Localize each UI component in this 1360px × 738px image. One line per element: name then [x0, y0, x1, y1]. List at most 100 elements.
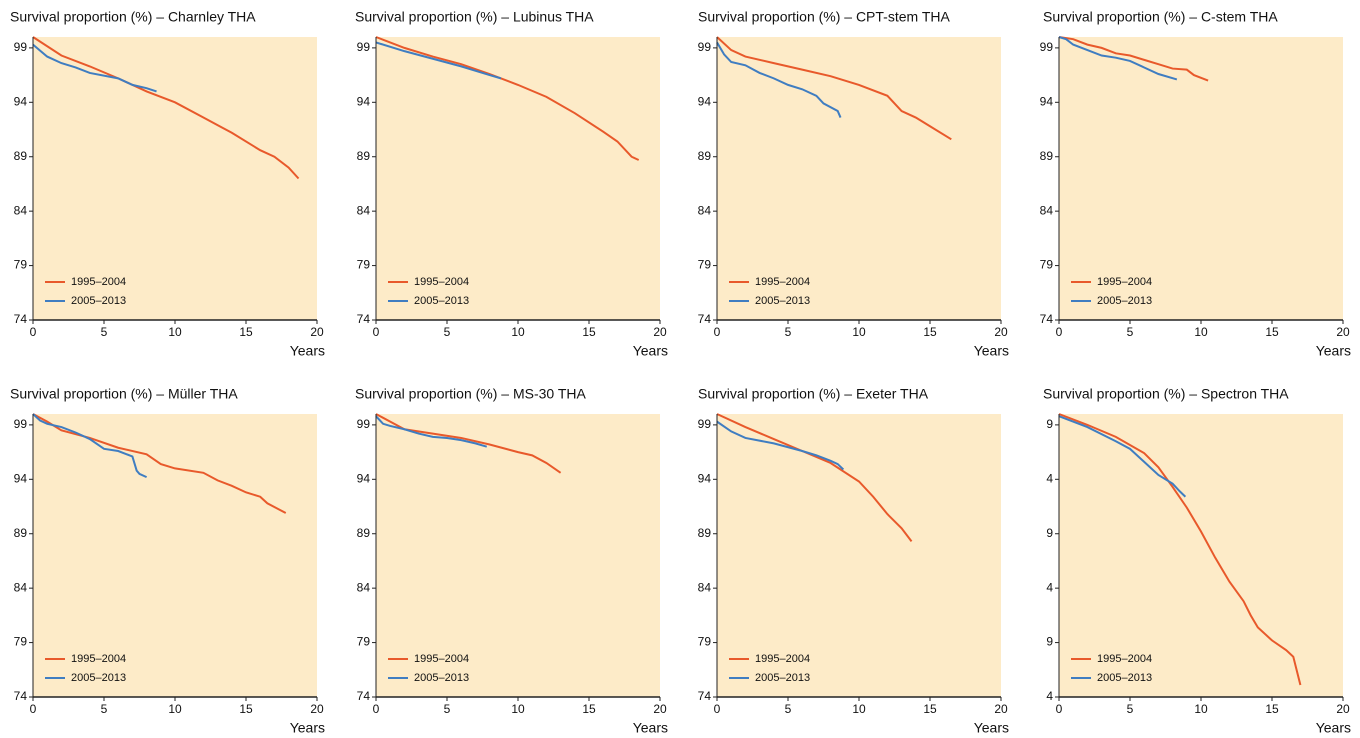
x-axis-label: Years [633, 343, 668, 359]
series-line [716, 41, 842, 118]
y-tick-label: 9 [1046, 526, 1053, 540]
chart-title: Survival proportion (%) – Spectron THA [1043, 386, 1289, 402]
y-tick-label: 94 [357, 94, 371, 108]
x-tick-label: 10 [168, 702, 182, 716]
y-tick-label: 79 [357, 635, 371, 649]
y-tick-label: 74 [14, 312, 28, 326]
y-tick-label: 99 [698, 417, 712, 431]
chart-title: Survival proportion (%) – Lubinus THA [355, 9, 594, 25]
x-axis-label: Years [1316, 720, 1351, 736]
legend-label: 2005–2013 [1097, 672, 1152, 684]
y-tick-label: 79 [698, 635, 712, 649]
y-tick-label: 74 [14, 689, 28, 703]
legend-label: 1995–2004 [71, 653, 126, 665]
legend-label: 1995–2004 [1097, 276, 1152, 288]
series-line [32, 413, 148, 479]
x-tick-label: 5 [444, 702, 451, 716]
legend-label: 1995–2004 [414, 276, 469, 288]
x-tick-label: 5 [785, 325, 792, 339]
series-line [716, 420, 845, 471]
y-tick-label: 79 [357, 258, 371, 272]
y-tick-label: 79 [14, 258, 28, 272]
chart-title: Survival proportion (%) – C-stem THA [1043, 9, 1278, 25]
legend-label: 1995–2004 [71, 276, 126, 288]
x-tick-label: 15 [1265, 325, 1279, 339]
legend-label: 2005–2013 [755, 295, 810, 307]
x-tick-label: 15 [582, 702, 596, 716]
x-tick-label: 15 [1265, 702, 1279, 716]
y-tick-label: 74 [698, 689, 712, 703]
series-line [1058, 415, 1187, 498]
x-tick-label: 10 [511, 702, 525, 716]
y-tick-label: 79 [698, 258, 712, 272]
chart-title: Survival proportion (%) – MS-30 THA [355, 386, 586, 402]
chart-title: Survival proportion (%) – CPT-stem THA [698, 9, 950, 25]
x-tick-label: 5 [1127, 325, 1134, 339]
y-tick-label: 89 [14, 149, 28, 163]
series-line [375, 36, 640, 161]
y-tick-label: 74 [1040, 312, 1054, 326]
x-tick-label: 15 [239, 325, 253, 339]
x-tick-label: 5 [101, 702, 108, 716]
x-tick-label: 0 [373, 325, 380, 339]
x-tick-label: 20 [310, 325, 324, 339]
x-tick-label: 10 [852, 702, 866, 716]
y-tick-label: 84 [357, 580, 371, 594]
y-tick-label: 84 [14, 580, 28, 594]
x-tick-label: 10 [1194, 325, 1208, 339]
series-line [1058, 36, 1209, 82]
y-tick-label: 84 [14, 203, 28, 217]
y-tick-label: 99 [698, 40, 712, 54]
y-tick-label: 89 [1040, 149, 1054, 163]
series-line [1058, 36, 1178, 81]
legend-label: 2005–2013 [71, 672, 126, 684]
y-tick-label: 84 [698, 203, 712, 217]
plot-background [376, 414, 660, 697]
legend-label: 1995–2004 [1097, 653, 1152, 665]
y-tick-label: 84 [1040, 203, 1054, 217]
x-tick-label: 20 [994, 325, 1008, 339]
chart-title: Survival proportion (%) – Müller THA [10, 386, 238, 402]
y-tick-label: 9 [1046, 417, 1053, 431]
x-tick-label: 10 [511, 325, 525, 339]
y-tick-label: 79 [14, 635, 28, 649]
x-tick-label: 20 [1336, 702, 1350, 716]
x-tick-label: 0 [30, 702, 37, 716]
y-tick-label: 74 [698, 312, 712, 326]
y-tick-label: 94 [14, 94, 28, 108]
legend-label: 1995–2004 [755, 653, 810, 665]
x-axis-label: Years [974, 343, 1009, 359]
series-line [716, 413, 913, 542]
series-line [375, 41, 502, 80]
series-line [32, 43, 157, 93]
legend-label: 1995–2004 [414, 653, 469, 665]
y-tick-label: 94 [698, 471, 712, 485]
legend-label: 1995–2004 [755, 276, 810, 288]
x-tick-label: 15 [923, 702, 937, 716]
x-tick-label: 10 [1194, 702, 1208, 716]
series-line [32, 36, 300, 180]
x-axis-label: Years [290, 720, 325, 736]
y-tick-label: 99 [14, 417, 28, 431]
x-axis-label: Years [633, 720, 668, 736]
series-line [1058, 413, 1302, 686]
legend-label: 2005–2013 [755, 672, 810, 684]
y-tick-label: 89 [698, 526, 712, 540]
series-line [32, 413, 287, 514]
x-tick-label: 20 [653, 325, 667, 339]
x-tick-label: 20 [310, 702, 324, 716]
y-tick-label: 94 [698, 94, 712, 108]
x-tick-label: 0 [714, 702, 721, 716]
y-tick-label: 89 [14, 526, 28, 540]
x-tick-label: 5 [101, 325, 108, 339]
y-tick-label: 89 [357, 526, 371, 540]
y-tick-label: 94 [357, 471, 371, 485]
chart-title: Survival proportion (%) – Exeter THA [698, 386, 929, 402]
y-tick-label: 99 [1040, 40, 1054, 54]
y-tick-label: 74 [357, 689, 371, 703]
x-tick-label: 5 [444, 325, 451, 339]
x-tick-label: 15 [923, 325, 937, 339]
x-axis-label: Years [290, 343, 325, 359]
x-tick-label: 15 [582, 325, 596, 339]
